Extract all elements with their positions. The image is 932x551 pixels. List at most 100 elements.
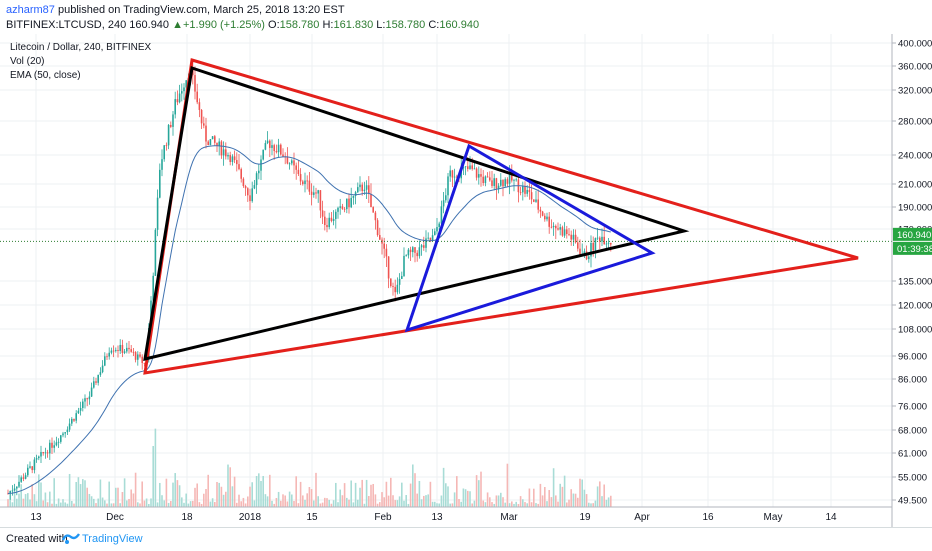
- candle-body: [392, 285, 394, 287]
- volume-bar: [35, 501, 38, 507]
- volume-bar: [9, 493, 11, 507]
- volume-bar: [436, 503, 438, 507]
- volume-bar: [95, 503, 97, 507]
- candle-body: [434, 231, 436, 236]
- candle-body: [101, 365, 104, 373]
- author-link[interactable]: azharm87: [6, 4, 55, 16]
- volume-bar: [280, 500, 282, 507]
- candle-body: [416, 252, 418, 257]
- volume-bar: [205, 488, 207, 507]
- volume-bar: [546, 501, 548, 507]
- volume-bar: [570, 489, 572, 507]
- candle-body: [244, 186, 247, 189]
- chart-canvas[interactable]: 400.000 360.000 320.000 280.000 240.000 210.0…: [0, 0, 932, 527]
- volume-bar: [57, 498, 60, 507]
- volume-bar: [480, 471, 482, 507]
- volume-bar: [607, 497, 610, 507]
- last-price: 160.940: [129, 19, 170, 31]
- candle-body: [363, 189, 366, 191]
- candle-body: [330, 217, 333, 221]
- volume-bar: [537, 503, 539, 507]
- candle-body: [423, 245, 425, 248]
- volume-bar: [22, 498, 25, 507]
- candle-body: [412, 247, 414, 253]
- candle-body: [93, 381, 95, 388]
- candle-body: [266, 140, 269, 144]
- candle-body: [216, 142, 218, 146]
- candle-body: [66, 429, 69, 433]
- candle-body: [90, 387, 93, 397]
- candle-body: [106, 356, 108, 358]
- candle-body: [176, 99, 179, 103]
- volume-bar: [548, 490, 550, 507]
- volume-bar: [233, 476, 236, 507]
- candle-body: [260, 159, 262, 171]
- tradingview-logo-icon[interactable]: [61, 531, 80, 548]
- candle-body: [440, 206, 443, 224]
- y-tick-label: 210.000: [898, 180, 932, 191]
- change-arrow-icon: ▲: [172, 19, 183, 31]
- volume-bar: [403, 500, 405, 507]
- volume-bar: [605, 499, 608, 507]
- candle-body: [242, 178, 245, 187]
- candle-body: [519, 192, 522, 193]
- candle-body: [453, 176, 456, 178]
- candle-body: [288, 163, 291, 165]
- volume-bar: [128, 498, 130, 507]
- candle-body: [271, 145, 273, 148]
- candle-body: [132, 351, 135, 353]
- candle-body: [541, 211, 544, 216]
- volume-bar: [332, 500, 335, 507]
- trendline-drawings[interactable]: [143, 58, 859, 375]
- candle-body: [324, 216, 326, 226]
- tradingview-brand[interactable]: TradingView: [82, 533, 143, 545]
- volume-bar: [148, 503, 150, 507]
- candle-body: [588, 256, 590, 260]
- volume-bar: [170, 500, 172, 507]
- candle-body: [374, 212, 377, 221]
- candle-body: [273, 145, 275, 152]
- candle-body: [467, 166, 469, 169]
- volume-bar: [258, 473, 260, 507]
- candle-body: [445, 195, 447, 201]
- close-label: C:: [428, 19, 440, 31]
- candle-body: [394, 286, 396, 293]
- candle-body: [97, 374, 99, 383]
- candle-body: [57, 441, 60, 443]
- volume-bar: [390, 477, 392, 507]
- candle-body: [447, 176, 449, 196]
- candle-body: [528, 189, 531, 193]
- candle-body: [29, 466, 31, 468]
- candle-body: [247, 188, 249, 196]
- candle-body: [508, 172, 511, 184]
- candle-body: [22, 477, 25, 479]
- candle-body: [249, 195, 251, 202]
- price-badge: 160.940: [897, 230, 931, 241]
- volume-bar: [64, 502, 66, 507]
- volume-bar: [194, 487, 196, 507]
- candle-body: [473, 168, 476, 170]
- volume-bar: [431, 501, 434, 507]
- candle-body: [335, 211, 337, 219]
- volume-bar: [456, 476, 458, 507]
- volume-bar: [321, 502, 324, 507]
- volume-bar: [495, 495, 498, 507]
- candle-body: [552, 225, 555, 228]
- candle-body: [115, 350, 117, 351]
- volume-bar: [464, 489, 467, 507]
- volume-bar: [370, 484, 372, 507]
- candle-body: [475, 168, 478, 178]
- candle-body: [275, 151, 278, 153]
- volume-bar: [93, 498, 95, 507]
- volume-bar: [266, 496, 269, 507]
- volume-bar: [376, 503, 379, 507]
- volume-bar: [62, 499, 64, 507]
- volume-bar: [383, 497, 385, 507]
- volume-bar: [172, 482, 174, 507]
- volume-bar: [24, 494, 27, 507]
- volume-bar: [44, 492, 47, 507]
- candle-body: [126, 347, 128, 352]
- y-tick-label: 320.000: [898, 86, 932, 97]
- candle-body: [152, 275, 154, 301]
- volume-bar: [33, 494, 36, 507]
